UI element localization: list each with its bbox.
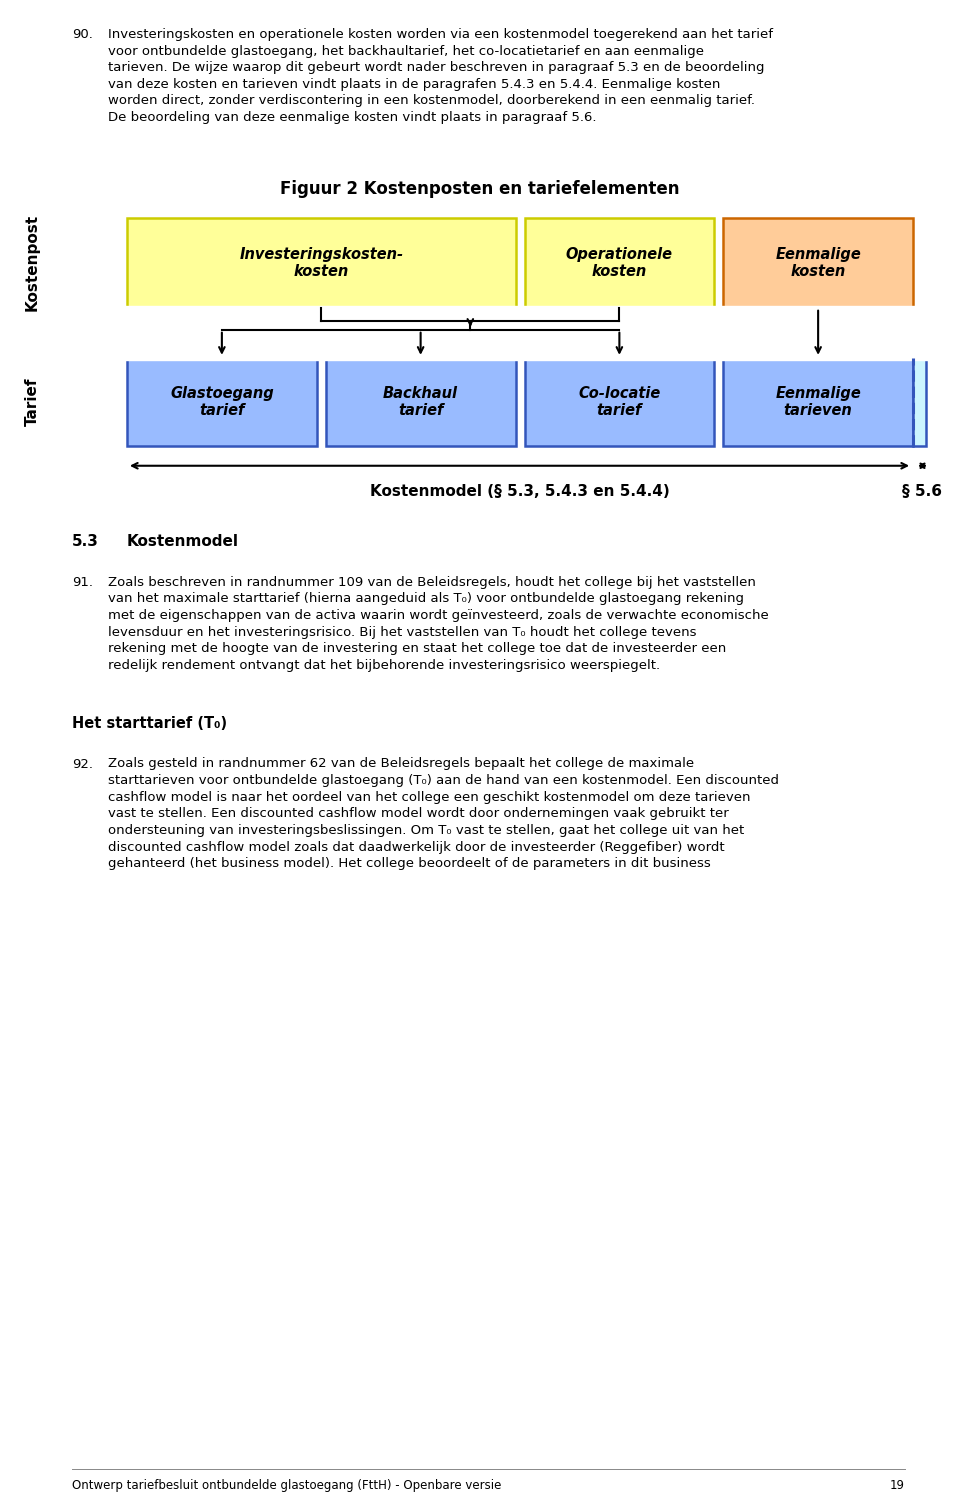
Text: 91.: 91.: [72, 576, 93, 589]
Text: Zoals beschreven in randnummer 109 van de Beleidsregels, houdt het college bij h: Zoals beschreven in randnummer 109 van d…: [108, 576, 756, 589]
Bar: [127, 217, 516, 307]
Text: worden direct, zonder verdiscontering in een kostenmodel, doorberekend in een ee: worden direct, zonder verdiscontering in…: [108, 94, 755, 108]
Text: van deze kosten en tarieven vindt plaats in de paragrafen 5.4.3 en 5.4.4. Eenmal: van deze kosten en tarieven vindt plaats…: [108, 78, 720, 91]
Text: Zoals gesteld in randnummer 62 van de Beleidsregels bepaalt het college de maxim: Zoals gesteld in randnummer 62 van de Be…: [108, 757, 694, 770]
Text: cashflow model is naar het oordeel van het college een geschikt kostenmodel om d: cashflow model is naar het oordeel van h…: [108, 791, 751, 803]
Text: Investeringskosten en operationele kosten worden via een kostenmodel toegerekend: Investeringskosten en operationele koste…: [108, 28, 773, 40]
Text: 5.3: 5.3: [72, 534, 99, 549]
Text: rekening met de hoogte van de investering en staat het college toe dat de invest: rekening met de hoogte van de investerin…: [108, 642, 727, 655]
Text: redelijk rendement ontvangt dat het bijbehorende investeringsrisico weerspiegelt: redelijk rendement ontvangt dat het bijb…: [108, 660, 660, 672]
Text: De beoordeling van deze eenmalige kosten vindt plaats in paragraaf 5.6.: De beoordeling van deze eenmalige kosten…: [108, 111, 596, 124]
Text: 19: 19: [890, 1480, 905, 1492]
Text: Kostenmodel (§ 5.3, 5.4.3 en 5.4.4): Kostenmodel (§ 5.3, 5.4.3 en 5.4.4): [371, 484, 670, 499]
Bar: [524, 358, 714, 445]
Bar: [913, 358, 926, 445]
Text: § 5.6: § 5.6: [902, 484, 943, 499]
Bar: [723, 217, 913, 307]
Text: Backhaul
tarief: Backhaul tarief: [383, 385, 458, 418]
Bar: [723, 358, 913, 445]
Text: Kostenmodel: Kostenmodel: [127, 534, 239, 549]
Text: Ontwerp tariefbesluit ontbundelde glastoegang (FttH) - Openbare versie: Ontwerp tariefbesluit ontbundelde glasto…: [72, 1480, 501, 1492]
Text: Co-locatie
tarief: Co-locatie tarief: [578, 385, 660, 418]
Text: Tarief: Tarief: [25, 378, 39, 426]
Text: discounted cashflow model zoals dat daadwerkelijk door de investeerder (Reggefib: discounted cashflow model zoals dat daad…: [108, 841, 725, 853]
Text: Het starttarief (T₀): Het starttarief (T₀): [72, 715, 228, 730]
Text: Operationele
kosten: Operationele kosten: [565, 246, 673, 279]
Text: van het maximale starttarief (hierna aangeduid als T₀) voor ontbundelde glastoeg: van het maximale starttarief (hierna aan…: [108, 592, 744, 606]
Text: 92.: 92.: [72, 757, 93, 770]
Text: vast te stellen. Een discounted cashflow model wordt door ondernemingen vaak geb: vast te stellen. Een discounted cashflow…: [108, 808, 729, 820]
Text: Kostenpost: Kostenpost: [25, 214, 39, 312]
Text: 90.: 90.: [72, 28, 93, 40]
Text: levensduur en het investeringsrisico. Bij het vaststellen van T₀ houdt het colle: levensduur en het investeringsrisico. Bi…: [108, 625, 697, 639]
Text: Eenmalige
tarieven: Eenmalige tarieven: [776, 385, 861, 418]
Text: met de eigenschappen van de activa waarin wordt geïnvesteerd, zoals de verwachte: met de eigenschappen van de activa waari…: [108, 609, 769, 622]
Text: Investeringskosten-
kosten: Investeringskosten- kosten: [239, 246, 403, 279]
Text: voor ontbundelde glastoegang, het backhaultarief, het co-locatietarief en aan ee: voor ontbundelde glastoegang, het backha…: [108, 45, 704, 57]
Text: Figuur 2 Kostenposten en tariefelementen: Figuur 2 Kostenposten en tariefelementen: [280, 180, 680, 198]
Bar: [325, 358, 516, 445]
Text: starttarieven voor ontbundelde glastoegang (T₀) aan de hand van een kostenmodel.: starttarieven voor ontbundelde glastoega…: [108, 773, 779, 787]
Text: ondersteuning van investeringsbeslissingen. Om T₀ vast te stellen, gaat het coll: ondersteuning van investeringsbeslissing…: [108, 824, 744, 836]
Bar: [524, 217, 714, 307]
Text: Eenmalige
kosten: Eenmalige kosten: [776, 246, 861, 279]
Text: tarieven. De wijze waarop dit gebeurt wordt nader beschreven in paragraaf 5.3 en: tarieven. De wijze waarop dit gebeurt wo…: [108, 61, 764, 75]
Text: gehanteerd (het business model). Het college beoordeelt of de parameters in dit : gehanteerd (het business model). Het col…: [108, 857, 710, 871]
Bar: [127, 358, 317, 445]
Text: Glastoegang
tarief: Glastoegang tarief: [170, 385, 274, 418]
